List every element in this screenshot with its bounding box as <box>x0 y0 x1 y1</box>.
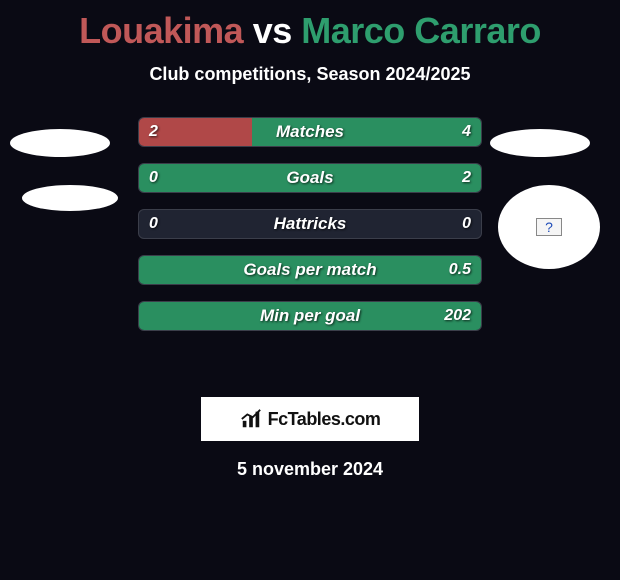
club-badge-right: ? <box>498 185 600 269</box>
avatar-placeholder-right-1 <box>490 129 590 157</box>
stat-bar-left-value: 2 <box>149 118 158 146</box>
stat-bar-label: Hattricks <box>139 210 481 238</box>
stat-bar-row: Goals per match0.5 <box>138 255 482 285</box>
stat-bar-left-value: 0 <box>149 164 158 192</box>
comparison-body: Matches24Goals02Hattricks00Goals per mat… <box>0 117 620 377</box>
club-flag-icon: ? <box>536 218 562 236</box>
stat-bar-row: Matches2 4 <box>138 117 482 147</box>
stat-bar-row: Min per goal202 <box>138 301 482 331</box>
title-player1: Louakima <box>79 10 243 51</box>
stat-bars: Matches24Goals02Hattricks00Goals per mat… <box>138 117 482 347</box>
brand-text: FcTables.com <box>268 409 381 430</box>
stat-bar-right-value: 4 <box>462 118 471 146</box>
stat-bar-label: Matches <box>139 118 481 146</box>
stat-bar-label: Goals per match <box>139 256 481 284</box>
brand-watermark: FcTables.com <box>201 397 419 441</box>
stat-bar-row: Hattricks0 0 <box>138 209 482 239</box>
comparison-subtitle: Club competitions, Season 2024/2025 <box>0 64 620 85</box>
stat-bar-left-value: 0 <box>149 210 158 238</box>
avatar-placeholder-left-2 <box>22 185 118 211</box>
title-player2: Marco Carraro <box>301 10 541 51</box>
stat-bar-right-value: 202 <box>444 302 471 330</box>
brand-chart-icon <box>240 408 262 430</box>
title-vs: vs <box>253 10 292 51</box>
stat-bar-label: Goals <box>139 164 481 192</box>
comparison-title: Louakima vs Marco Carraro <box>0 0 620 52</box>
stat-bar-right-value: 0 <box>462 210 471 238</box>
stat-bar-label: Min per goal <box>139 302 481 330</box>
snapshot-date: 5 november 2024 <box>0 459 620 480</box>
stat-bar-right-value: 0.5 <box>449 256 471 284</box>
avatar-placeholder-left-1 <box>10 129 110 157</box>
stat-bar-right-value: 2 <box>462 164 471 192</box>
flag-glyph: ? <box>545 219 553 235</box>
stat-bar-row: Goals0 2 <box>138 163 482 193</box>
